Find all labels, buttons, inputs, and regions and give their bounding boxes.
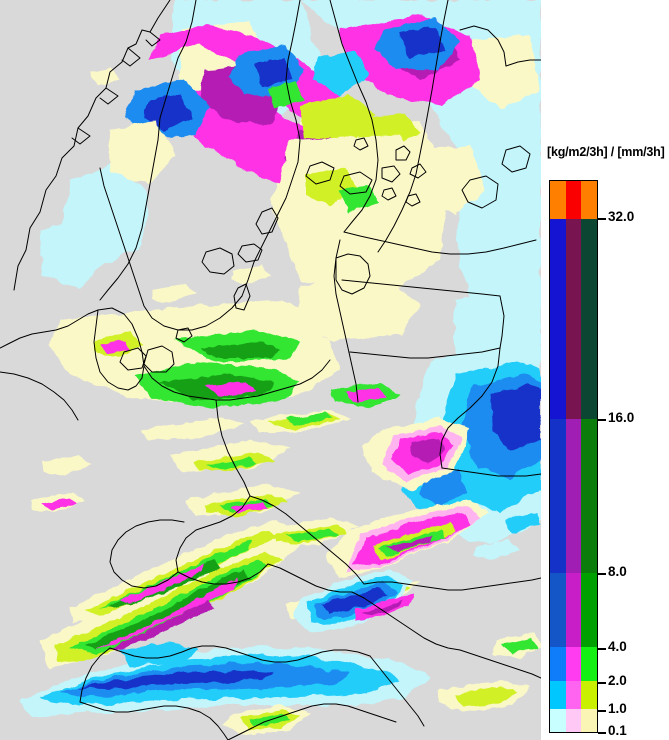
colorbar-column-blue	[550, 181, 566, 732]
coastlines-and-borders	[0, 0, 541, 740]
colorbar-swatch-magenta-column-5	[565, 681, 582, 710]
colorbar-swatch-green-column-3	[581, 572, 598, 648]
colorbar-tick-label-0: 32.0	[608, 209, 635, 224]
colorbar-swatch-blue-column-0	[550, 181, 566, 219]
colorbar-tick-label-6: 0.1	[608, 723, 627, 738]
colorbar-tick-mark-1	[598, 419, 606, 421]
colorbar-swatch-magenta-column-3	[565, 572, 582, 648]
colorbar-tick-mark-0	[598, 218, 606, 220]
colorbar-swatch-blue-column-5	[550, 681, 566, 710]
colorbar-swatch-blue-column-3	[550, 572, 566, 648]
colorbar-tick-label-1: 16.0	[608, 410, 635, 425]
legend-panel: [kg/m2/3h] / [mm/3h] 32.0 16.0 8.0 4.0 2.0 1.…	[541, 0, 669, 740]
colorbar-tick-mark-5	[598, 710, 606, 712]
colorbar-swatch-magenta-column-0	[565, 181, 582, 219]
legend-title: [kg/m2/3h] / [mm/3h]	[547, 145, 665, 159]
colorbar-tick-label-4: 2.0	[608, 673, 627, 688]
colorbar-swatch-blue-column-2	[550, 419, 566, 573]
colorbar-swatch-magenta-column-1	[565, 218, 582, 420]
colorbar-tick-label-5: 1.0	[608, 701, 627, 716]
colorbar-swatch-blue-column-6	[550, 709, 566, 732]
colorbar-tick-mark-2	[598, 573, 606, 575]
colorbar	[549, 180, 598, 733]
colorbar-swatch-green-column-0	[581, 181, 598, 219]
colorbar-tick-mark-6	[598, 732, 606, 734]
map-canvas	[0, 0, 541, 740]
colorbar-swatch-magenta-column-2	[565, 419, 582, 573]
colorbar-swatch-green-column-4	[581, 647, 598, 682]
precipitation-field	[20, 0, 541, 735]
colorbar-swatch-blue-column-1	[550, 218, 566, 420]
colorbar-tick-mark-3	[598, 648, 606, 650]
precipitation-map-panel	[0, 0, 541, 740]
colorbar-swatch-green-column-5	[581, 681, 598, 710]
colorbar-column-magenta	[565, 181, 582, 732]
colorbar-column-green	[581, 181, 598, 732]
colorbar-swatch-magenta-column-4	[565, 647, 582, 682]
colorbar-swatch-green-column-1	[581, 218, 598, 420]
colorbar-swatch-green-column-2	[581, 419, 598, 573]
colorbar-swatch-green-column-6	[581, 709, 598, 732]
colorbar-swatch-magenta-column-6	[565, 709, 582, 732]
colorbar-swatch-blue-column-4	[550, 647, 566, 682]
colorbar-tick-label-2: 8.0	[608, 564, 627, 579]
colorbar-tick-mark-4	[598, 682, 606, 684]
colorbar-tick-label-3: 4.0	[608, 639, 627, 654]
